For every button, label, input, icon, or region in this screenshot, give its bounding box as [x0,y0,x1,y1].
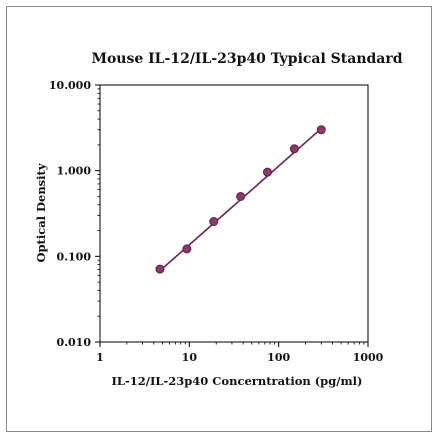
y-axis-label: Optical Density [34,163,48,262]
data-point [236,191,246,201]
y-tick-label: 1.000 [57,165,92,178]
data-point [209,217,219,227]
data-point [155,264,165,274]
chart-title: Mouse IL-12/IL-23p40 Typical Standard [91,51,402,67]
x-tick-label: 100 [267,351,290,364]
x-axis: 1 10 100 1000 [96,342,384,364]
data-points [155,125,326,274]
data-point [289,144,299,154]
y-axis: 0.010 0.100 1.000 10.000 [49,79,100,349]
x-tick-label: 1000 [353,351,384,364]
data-point [316,125,326,135]
data-point [182,244,192,254]
data-point [263,167,273,177]
y-tick-label: 0.100 [57,250,92,263]
x-axis-label: IL-12/IL-23p40 Concerntration (pg/ml) [112,374,363,388]
y-tick-label: 0.010 [57,336,92,349]
x-tick-label: 1 [96,351,104,364]
y-tick-label: 10.000 [49,79,91,92]
x-tick-label: 10 [182,351,198,364]
plot-area-border [99,84,369,343]
